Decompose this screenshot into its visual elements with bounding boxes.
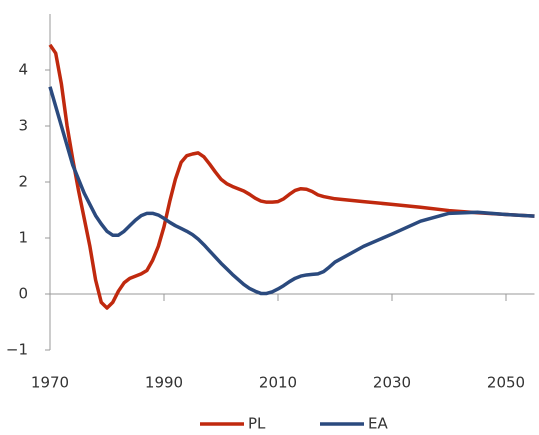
x-tick-label: 2050 [487,374,525,392]
series-line [48,43,535,310]
y-tick-label: 0 [18,285,28,303]
y-tick-label: −1 [6,341,28,359]
x-tick-label: 2030 [373,374,411,392]
x-tick-label: 1990 [145,374,183,392]
x-tick-label: 1970 [31,374,69,392]
y-tick-label: 4 [18,61,28,79]
legend-label: EA [368,415,388,433]
y-tick-label: 1 [18,229,28,247]
y-tick-label: 2 [18,173,28,191]
legend-label: PL [248,415,266,433]
y-tick-label: 3 [18,117,28,135]
series-line [48,86,535,296]
x-tick-label: 2010 [259,374,297,392]
